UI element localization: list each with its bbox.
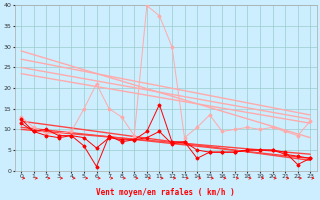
X-axis label: Vent moyen/en rafales ( km/h ): Vent moyen/en rafales ( km/h ) [96, 188, 235, 197]
